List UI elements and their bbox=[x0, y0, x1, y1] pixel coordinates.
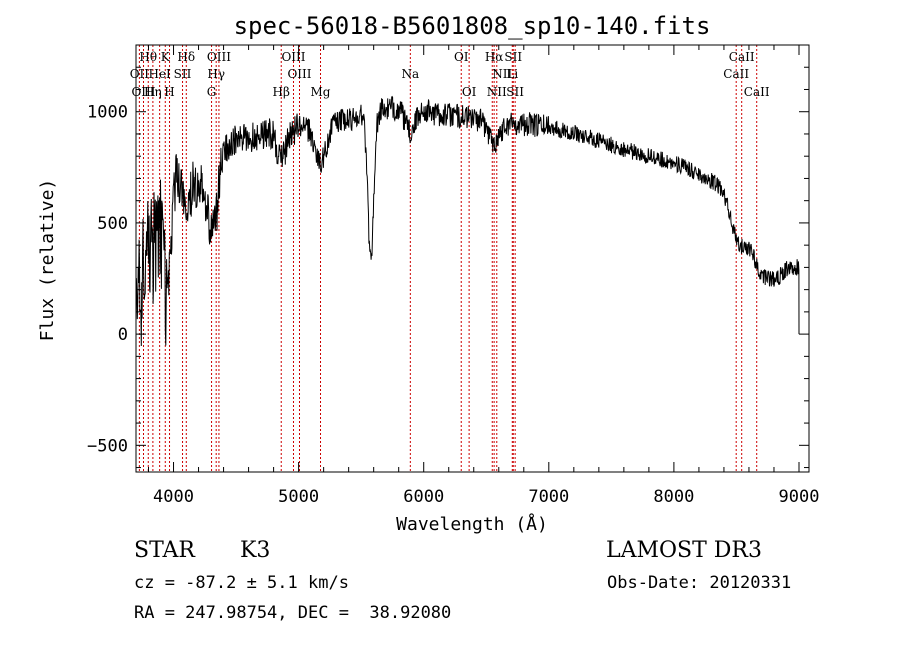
line-label: HeI bbox=[148, 67, 171, 81]
line-label: Hθ bbox=[139, 50, 157, 64]
line-label: Hη bbox=[144, 85, 162, 99]
line-label: SII bbox=[506, 85, 524, 99]
line-label: K bbox=[161, 50, 171, 64]
line-label: OI bbox=[454, 50, 469, 64]
chart-title: spec-56018-B5601808_sp10-140.fits bbox=[234, 12, 711, 40]
y-tick-label: −500 bbox=[87, 436, 128, 456]
line-label: Hα bbox=[485, 50, 504, 64]
line-label: OIII bbox=[287, 67, 311, 81]
line-label: H bbox=[164, 85, 174, 99]
object-class: STAR bbox=[134, 538, 195, 563]
line-label: Hγ bbox=[207, 67, 225, 81]
line-label: Li bbox=[506, 67, 518, 81]
x-tick-label: 5000 bbox=[278, 487, 319, 507]
y-axis-ticks: −500 0 500 1000 bbox=[87, 44, 809, 469]
plot-frame bbox=[135, 44, 810, 473]
line-label: NII bbox=[487, 85, 507, 99]
x-tick-label: 6000 bbox=[403, 487, 444, 507]
line-label: G bbox=[207, 85, 217, 99]
line-label: CaII bbox=[729, 50, 755, 64]
line-label: Na bbox=[402, 67, 420, 81]
redshift-readout: cz = -87.2 ± 5.1 km/s bbox=[134, 573, 349, 593]
line-label: Hβ bbox=[273, 85, 290, 99]
line-label: Hδ bbox=[177, 50, 195, 64]
line-label: Mg bbox=[311, 85, 331, 99]
object-subclass: K3 bbox=[240, 538, 271, 563]
coordinates: RA = 247.98754, DEC = 38.92080 bbox=[134, 603, 452, 623]
line-label: OIII bbox=[281, 50, 305, 64]
line-label: CaII bbox=[744, 85, 770, 99]
y-tick-label: 0 bbox=[118, 325, 128, 345]
line-label: NII bbox=[492, 67, 512, 81]
x-tick-label: 4000 bbox=[153, 487, 194, 507]
y-tick-label: 1000 bbox=[87, 103, 128, 123]
y-axis-label: Flux (relative) bbox=[37, 179, 58, 342]
x-axis-ticks: 4000 5000 6000 7000 8000 9000 bbox=[148, 45, 820, 507]
obs-date: Obs-Date: 20120331 bbox=[607, 573, 792, 593]
line-label: OI bbox=[462, 85, 477, 99]
line-label: CaII bbox=[723, 67, 749, 81]
line-label: SII bbox=[504, 50, 522, 64]
survey-name: LAMOST DR3 bbox=[606, 538, 762, 563]
x-tick-label: 9000 bbox=[779, 487, 820, 507]
x-tick-label: 7000 bbox=[528, 487, 569, 507]
y-tick-label: 500 bbox=[97, 214, 128, 234]
line-label: SII bbox=[174, 67, 192, 81]
spectrum-line bbox=[135, 95, 800, 347]
line-label: OII bbox=[130, 67, 150, 81]
x-tick-label: 8000 bbox=[653, 487, 694, 507]
x-axis-label: Wavelength (Å) bbox=[396, 513, 548, 535]
line-label: OIII bbox=[207, 50, 231, 64]
line-label: OIII bbox=[131, 85, 155, 99]
